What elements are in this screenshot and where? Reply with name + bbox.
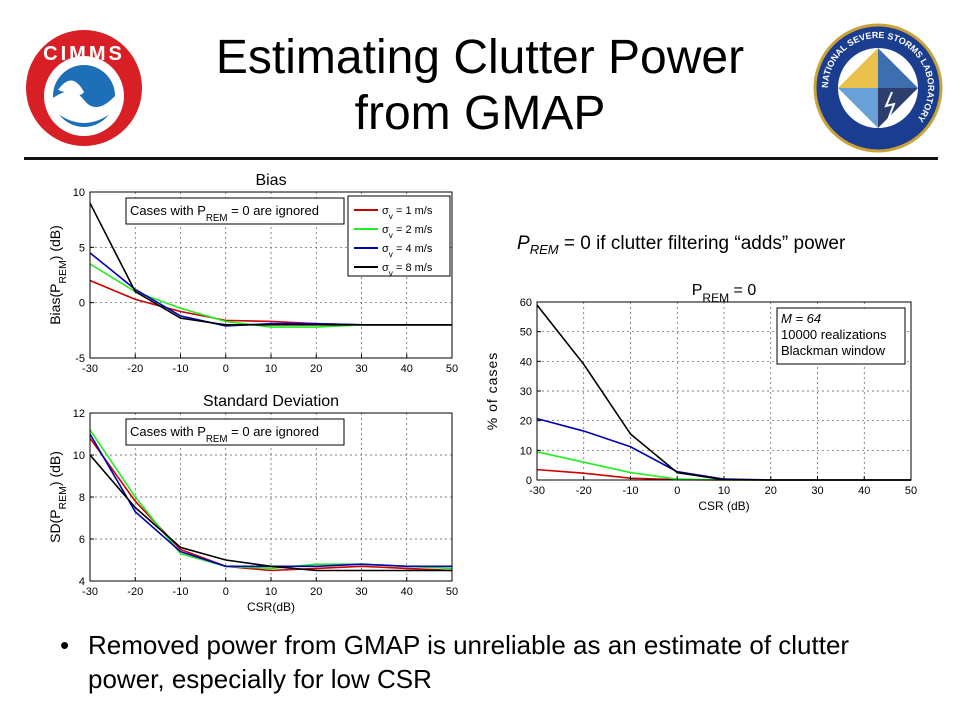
x-tick-label: -20 bbox=[127, 586, 143, 598]
x-tick-label: 50 bbox=[905, 485, 917, 497]
x-tick-label: -20 bbox=[576, 485, 592, 497]
y-tick-label: 10 bbox=[520, 445, 532, 457]
y-tick-label: 0 bbox=[526, 475, 532, 487]
legend-label: σv = 8 m/s bbox=[382, 262, 433, 278]
y-tick-label: 12 bbox=[73, 408, 85, 420]
x-tick-label: -10 bbox=[623, 485, 639, 497]
y-tick-label: 8 bbox=[79, 492, 85, 504]
y-tick-label: -5 bbox=[75, 353, 85, 365]
legend-label: σv = 1 m/s bbox=[382, 205, 433, 221]
x-tick-label: 30 bbox=[355, 586, 367, 598]
note-line: M = 64 bbox=[781, 311, 821, 326]
y-tick-label: 40 bbox=[520, 356, 532, 368]
y-tick-label: 30 bbox=[520, 386, 532, 398]
chart-title: Standard Deviation bbox=[203, 393, 339, 410]
chart-title: Bias bbox=[255, 172, 286, 189]
y-tick-label: 10 bbox=[73, 450, 85, 462]
bullet-dot: • bbox=[60, 630, 70, 660]
x-tick-label: -30 bbox=[82, 586, 98, 598]
slide-title-line1: Estimating Clutter Power bbox=[215, 31, 745, 84]
note-line: Blackman window bbox=[781, 343, 886, 358]
x-tick-label: 10 bbox=[265, 363, 277, 375]
prem-annotation: PREM = 0 if clutter filtering “adds” pow… bbox=[517, 233, 846, 257]
sd-chart: -30 -20 -10 0 10 20 30 40 50 4 6 8 10 12 Standard Devi… bbox=[47, 393, 458, 614]
y-tick-label: 6 bbox=[79, 534, 85, 546]
noaa-bird bbox=[58, 80, 84, 96]
lightning-icon bbox=[884, 91, 896, 121]
y-tick-label: 50 bbox=[520, 327, 532, 339]
x-tick-label: 30 bbox=[811, 485, 823, 497]
chart-title: PREM = 0 bbox=[692, 282, 757, 305]
bias-chart: -30 -20 -10 0 10 20 30 40 50 -5 0 5 10 Bias Bias(PREM)… bbox=[47, 172, 458, 375]
y-tick-label: 5 bbox=[79, 242, 85, 254]
x-tick-label: 50 bbox=[446, 363, 458, 375]
x-tick-label: -10 bbox=[173, 363, 189, 375]
y-tick-label: 10 bbox=[73, 187, 85, 199]
nssl-logo: NATIONAL SEVERE STORMS LABORATORY bbox=[813, 23, 943, 153]
x-tick-label: 40 bbox=[401, 586, 413, 598]
x-tick-label: 40 bbox=[858, 485, 870, 497]
nssl-quadrant-sky bbox=[878, 48, 918, 88]
y-tick-label: 0 bbox=[79, 298, 85, 310]
slide-title-line2: from GMAP bbox=[354, 87, 606, 140]
x-tick-label: -30 bbox=[529, 485, 545, 497]
x-tick-label: 0 bbox=[674, 485, 680, 497]
y-axis-label: % of cases bbox=[484, 352, 500, 430]
nssl-quadrant-sun bbox=[838, 48, 878, 88]
x-tick-label: -10 bbox=[173, 586, 189, 598]
y-tick-label: 4 bbox=[79, 576, 85, 588]
x-tick-label: -20 bbox=[127, 363, 143, 375]
percent-cases-chart: -30 -20 -10 0 10 20 30 40 50 0 10 20 30 40 50 60 PREM = … bbox=[484, 282, 917, 513]
x-tick-label: 50 bbox=[446, 586, 458, 598]
x-tick-label: 0 bbox=[223, 363, 229, 375]
x-tick-label: 20 bbox=[765, 485, 777, 497]
slide-title: Estimating Clutter Power from GMAP bbox=[160, 30, 800, 142]
title-divider bbox=[24, 157, 938, 160]
x-tick-label: 20 bbox=[310, 586, 322, 598]
noaa-wave bbox=[53, 91, 115, 123]
x-tick-label: 20 bbox=[310, 363, 322, 375]
x-tick-label: 10 bbox=[718, 485, 730, 497]
y-axis-label: Bias(PREM) (dB) bbox=[47, 225, 69, 325]
y-tick-label: 60 bbox=[520, 297, 532, 309]
x-tick-label: 10 bbox=[265, 586, 277, 598]
y-tick-label: 20 bbox=[520, 416, 532, 428]
series-line-red bbox=[89, 437, 453, 572]
note-line: 10000 realizations bbox=[781, 327, 887, 342]
legend-label: σv = 2 m/s bbox=[382, 224, 433, 240]
legend-label: σv = 4 m/s bbox=[382, 243, 433, 259]
x-tick-label: 40 bbox=[401, 363, 413, 375]
y-axis-label: SD(PREM) (dB) bbox=[47, 451, 69, 543]
note-box bbox=[125, 197, 345, 225]
bullet-text: Removed power from GMAP is unreliable as… bbox=[88, 630, 850, 694]
x-axis-label: CSR(dB) bbox=[247, 600, 295, 614]
series-line-black bbox=[89, 202, 452, 326]
x-tick-label: 0 bbox=[223, 586, 229, 598]
series-line-black bbox=[89, 454, 452, 572]
x-axis-label: CSR (dB) bbox=[698, 499, 749, 513]
nssl-quadrant-snow bbox=[838, 88, 878, 128]
note-text: Cases with PREM = 0 are ignored bbox=[130, 424, 319, 445]
x-tick-label: -30 bbox=[82, 363, 98, 375]
note-text: Cases with PREM = 0 are ignored bbox=[130, 203, 319, 224]
cimms-logo-text: CIMMS bbox=[43, 43, 125, 65]
note-box bbox=[776, 307, 906, 365]
x-tick-label: 30 bbox=[355, 363, 367, 375]
note-box bbox=[125, 418, 345, 446]
cimms-logo: CIMMS bbox=[26, 30, 142, 146]
